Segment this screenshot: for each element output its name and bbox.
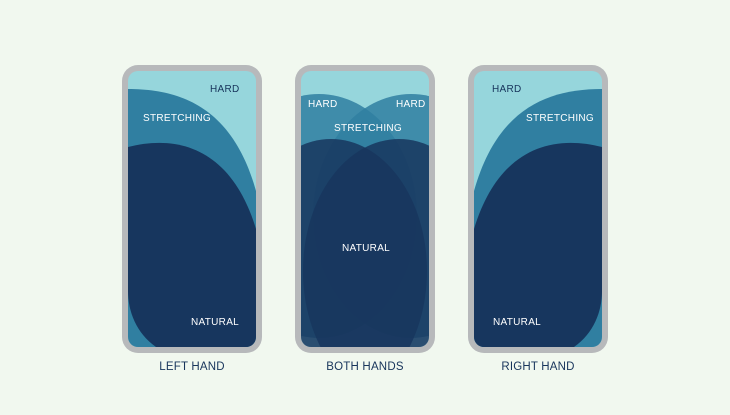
hard-label: HARD bbox=[210, 84, 240, 95]
natural-zone-right bbox=[303, 139, 429, 347]
phone-both-hands: HARD HARD STRETCHING NATURAL bbox=[295, 65, 435, 353]
phone-left-hand: HARD STRETCHING NATURAL bbox=[122, 65, 262, 353]
caption-both-hands: BOTH HANDS bbox=[326, 361, 404, 373]
hard-label-left: HARD bbox=[308, 99, 338, 110]
natural-label: NATURAL bbox=[191, 317, 240, 328]
thumb-zone-map-left bbox=[128, 71, 256, 347]
natural-label: NATURAL bbox=[342, 243, 391, 254]
caption-right-hand: RIGHT HAND bbox=[501, 361, 575, 373]
phone-right-hand: HARD STRETCHING NATURAL bbox=[468, 65, 608, 353]
natural-zone bbox=[474, 142, 602, 347]
hard-label-right: HARD bbox=[396, 99, 426, 110]
caption-left-hand: LEFT HAND bbox=[159, 361, 225, 373]
stretching-label: STRETCHING bbox=[526, 113, 594, 124]
stretching-label: STRETCHING bbox=[334, 123, 402, 134]
natural-zone bbox=[128, 142, 256, 347]
natural-label: NATURAL bbox=[493, 317, 542, 328]
stretching-label: STRETCHING bbox=[143, 113, 211, 124]
thumb-zone-map-right bbox=[474, 71, 602, 347]
hard-label: HARD bbox=[492, 84, 522, 95]
thumb-zone-map-both bbox=[301, 71, 429, 347]
